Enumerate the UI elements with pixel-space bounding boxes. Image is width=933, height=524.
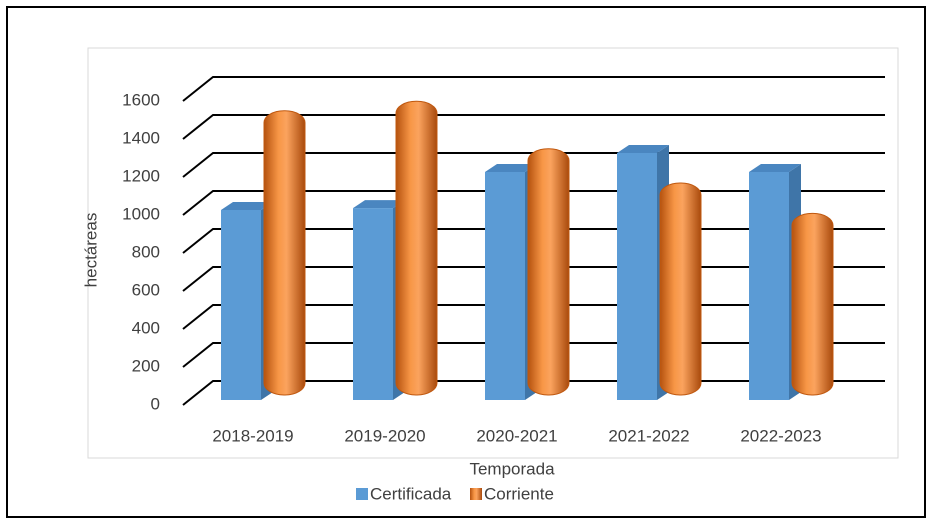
grid-line bbox=[182, 76, 885, 102]
x-tick-label: 2022-2023 bbox=[740, 426, 821, 445]
legend-swatch bbox=[470, 488, 482, 500]
y-axis-title: hectáreas bbox=[81, 213, 100, 288]
bar-top bbox=[353, 200, 405, 209]
y-tick-label: 600 bbox=[132, 280, 160, 299]
bar-top bbox=[221, 202, 273, 210]
y-tick-label: 1000 bbox=[122, 204, 160, 223]
plot-frame bbox=[87, 47, 899, 459]
y-tick-label: 0 bbox=[151, 394, 160, 413]
y-tick-label: 1200 bbox=[122, 166, 160, 185]
x-tick-label: 2020-2021 bbox=[476, 426, 557, 445]
y-tick-label: 200 bbox=[132, 356, 160, 375]
bar-top bbox=[617, 145, 669, 153]
bar-top bbox=[485, 164, 537, 172]
bar bbox=[791, 212, 834, 396]
bar-top bbox=[749, 164, 801, 172]
x-tick-label: 2021-2022 bbox=[608, 426, 689, 445]
legend-label: Certificada bbox=[370, 484, 452, 503]
grid-line bbox=[182, 114, 885, 140]
bar-front bbox=[221, 210, 261, 400]
y-tick-label: 1600 bbox=[122, 90, 160, 109]
bar-front bbox=[485, 172, 525, 400]
bar bbox=[263, 110, 306, 396]
bar-front bbox=[353, 208, 393, 400]
legend-swatch bbox=[356, 488, 368, 500]
bar bbox=[395, 100, 438, 396]
bar-front bbox=[617, 153, 657, 400]
bar bbox=[527, 148, 570, 396]
y-tick-label: 400 bbox=[132, 318, 160, 337]
x-tick-label: 2019-2020 bbox=[344, 426, 425, 445]
legend-label: Corriente bbox=[484, 484, 554, 503]
y-tick-label: 800 bbox=[132, 242, 160, 261]
y-tick-label: 1400 bbox=[122, 128, 160, 147]
bar bbox=[659, 182, 702, 396]
bar-front bbox=[749, 172, 789, 400]
x-axis-title: Temporada bbox=[469, 459, 555, 478]
x-tick-label: 2018-2019 bbox=[212, 426, 293, 445]
